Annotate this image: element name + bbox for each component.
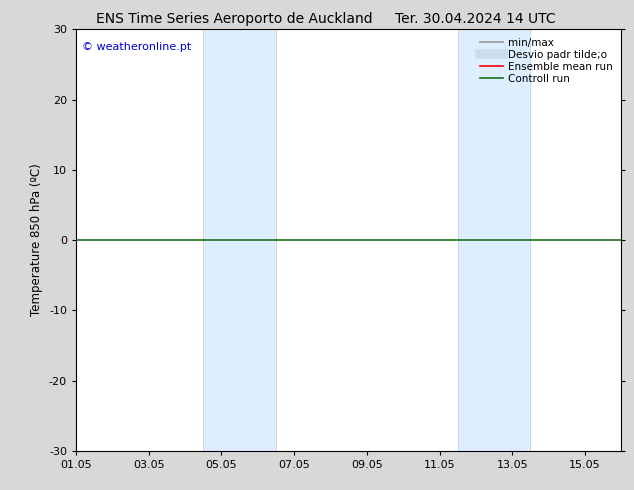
Y-axis label: Temperature 850 hPa (ºC): Temperature 850 hPa (ºC) xyxy=(30,164,43,317)
Legend: min/max, Desvio padr tilde;o, Ensemble mean run, Controll run: min/max, Desvio padr tilde;o, Ensemble m… xyxy=(477,35,616,87)
Bar xyxy=(458,29,531,451)
Text: © weatheronline.pt: © weatheronline.pt xyxy=(82,42,191,52)
Bar xyxy=(204,29,276,451)
Text: Ter. 30.04.2024 14 UTC: Ter. 30.04.2024 14 UTC xyxy=(395,12,556,26)
Text: ENS Time Series Aeroporto de Auckland: ENS Time Series Aeroporto de Auckland xyxy=(96,12,373,26)
